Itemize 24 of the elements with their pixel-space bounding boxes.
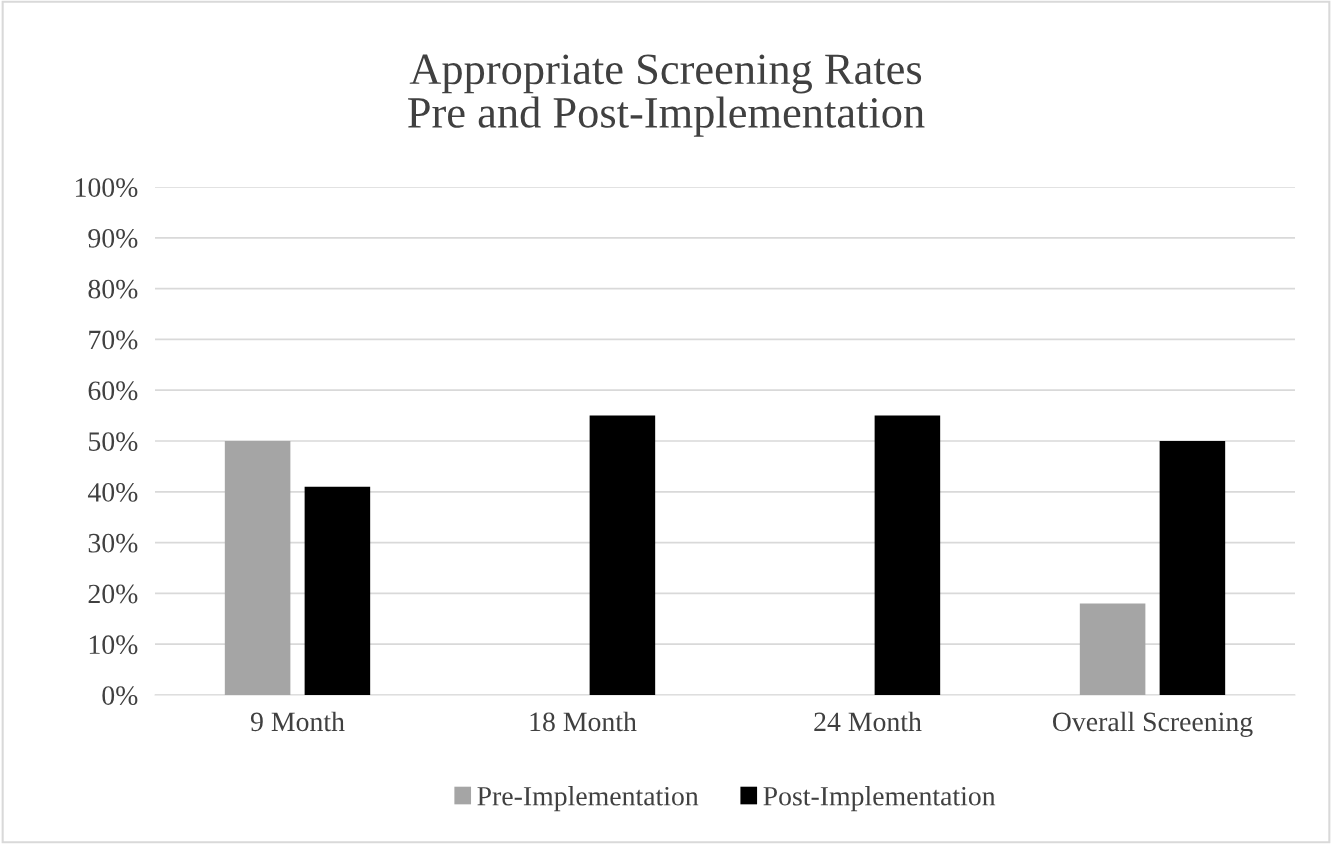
legend-label: Post-Implementation	[763, 786, 996, 812]
bar	[1079, 603, 1146, 695]
bar	[1159, 441, 1226, 695]
x-tick-label: 18 Month	[530, 711, 637, 732]
legend-label: Pre-Implementation	[477, 786, 699, 812]
y-tick-label: 50%	[89, 432, 138, 451]
bar	[874, 415, 941, 695]
y-tick-label: 80%	[88, 279, 138, 299]
y-tick-label: 70%	[89, 330, 138, 350]
y-tick-label: 90%	[88, 228, 138, 248]
bar	[224, 441, 291, 695]
x-tick-label: 9 Month	[250, 711, 345, 732]
y-tick-label: 60%	[88, 381, 138, 401]
y-tick-label: 0%	[102, 686, 138, 705]
y-tick-label: 10%	[89, 635, 138, 655]
y-tick-label: 40%	[87, 482, 138, 502]
x-tick-label: Overall Screening	[1052, 711, 1253, 737]
x-tick-label: 24 Month	[814, 711, 922, 732]
y-tick-label: 30%	[88, 533, 138, 553]
y-tick-label: 100%	[75, 178, 138, 197]
bar	[304, 486, 371, 695]
bar	[589, 415, 656, 695]
y-tick-label: 20%	[88, 584, 138, 604]
chart-title: Appropriate Screening Rates Pre and Post-Implementation	[408, 54, 925, 137]
